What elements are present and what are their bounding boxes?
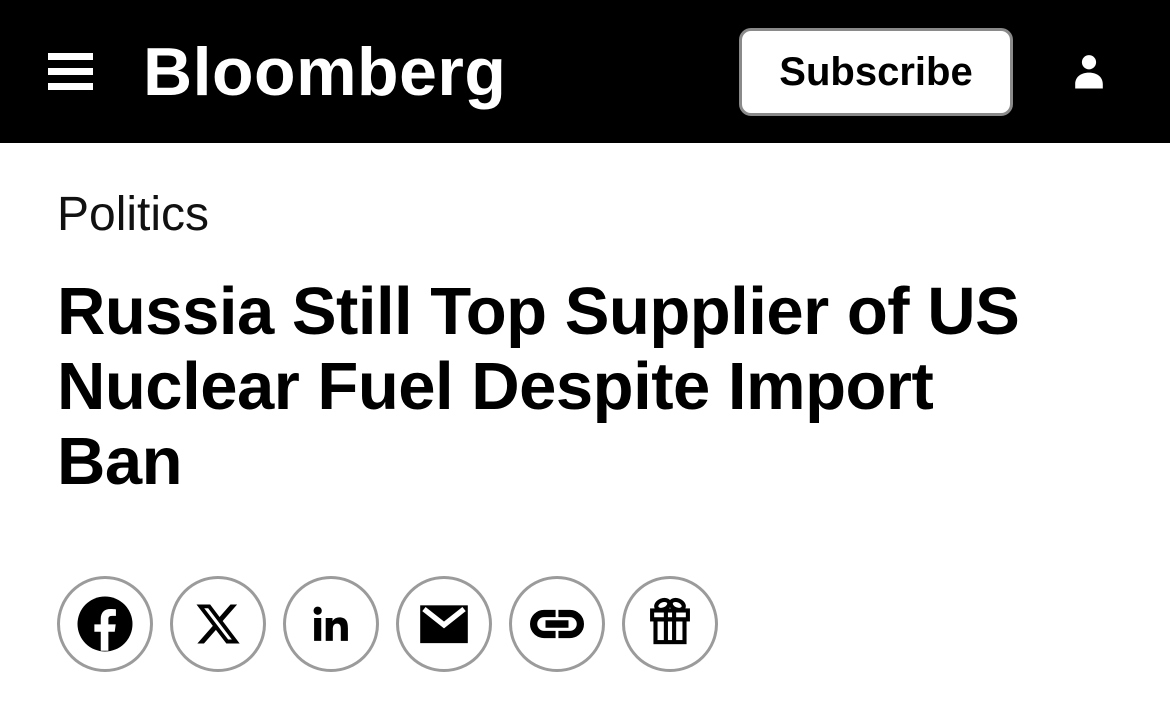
share-link-button[interactable] xyxy=(509,576,605,672)
article-header: Politics Russia Still Top Supplier of US… xyxy=(0,143,1170,672)
top-nav-bar: Bloomberg Subscribe xyxy=(0,0,1170,143)
email-icon xyxy=(420,605,468,644)
facebook-icon xyxy=(77,596,133,652)
share-facebook-button[interactable] xyxy=(57,576,153,672)
gift-icon xyxy=(650,597,690,645)
section-label-politics[interactable]: Politics xyxy=(57,188,210,241)
bloomberg-logo[interactable]: Bloomberg xyxy=(143,33,507,110)
share-x-button[interactable] xyxy=(170,576,266,672)
link-icon xyxy=(530,609,584,639)
share-email-button[interactable] xyxy=(396,576,492,672)
headline-line-1: Russia Still Top Supplier of US xyxy=(57,274,1020,349)
share-toolbar xyxy=(57,576,1115,672)
menu-button[interactable] xyxy=(48,53,93,90)
person-icon xyxy=(1075,54,1103,88)
hamburger-icon xyxy=(48,53,93,60)
account-button[interactable] xyxy=(1065,48,1113,96)
share-linkedin-button[interactable] xyxy=(283,576,379,672)
linkedin-icon xyxy=(313,606,348,641)
share-gift-button[interactable] xyxy=(622,576,718,672)
headline-line-2: Nuclear Fuel Despite Import xyxy=(57,349,934,424)
article-headline: Russia Still Top Supplier of US Nuclear … xyxy=(57,274,1115,499)
subscribe-button[interactable]: Subscribe xyxy=(739,27,1013,116)
x-icon xyxy=(196,604,240,644)
headline-line-3: Ban xyxy=(57,424,183,499)
